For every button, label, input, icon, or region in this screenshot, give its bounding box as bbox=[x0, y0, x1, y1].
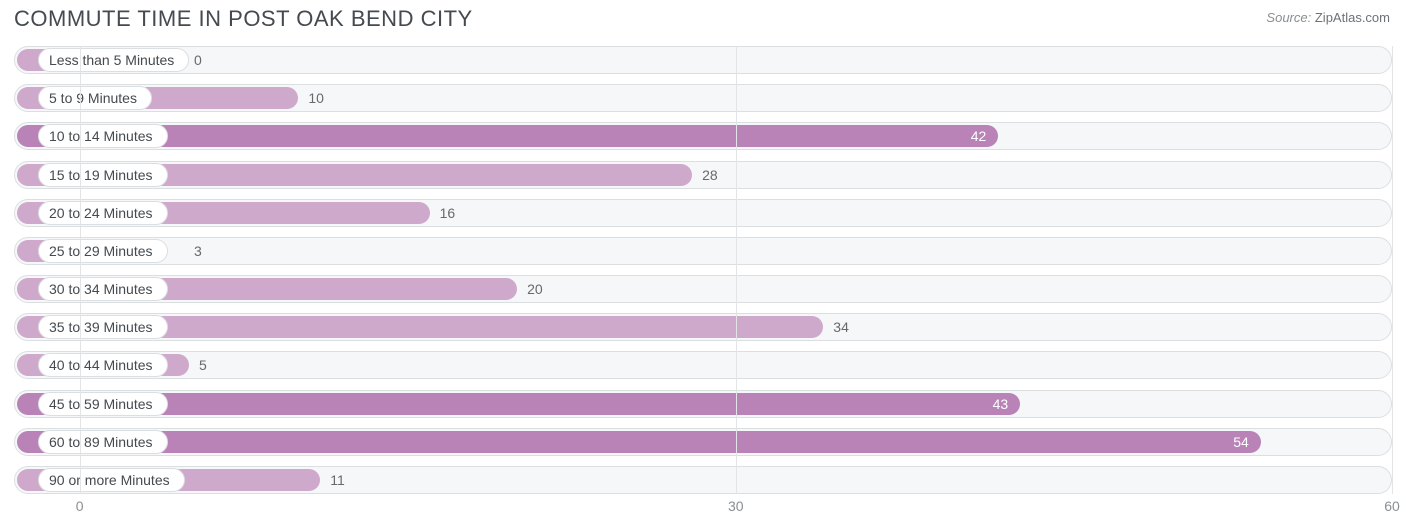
value-label: 54 bbox=[1233, 428, 1249, 456]
bar-track bbox=[14, 351, 1392, 379]
source-label: Source: bbox=[1266, 10, 1311, 25]
category-label: 35 to 39 Minutes bbox=[38, 315, 168, 339]
bar-row: 40 to 44 Minutes 5 bbox=[14, 351, 1392, 379]
bar-track bbox=[14, 46, 1392, 74]
bar-row: Less than 5 Minutes0 bbox=[14, 46, 1392, 74]
bar-row: 20 to 24 Minutes 16 bbox=[14, 199, 1392, 227]
x-axis-tick: 30 bbox=[728, 498, 744, 514]
bar-row: 35 to 39 Minutes 34 bbox=[14, 313, 1392, 341]
source-site: ZipAtlas.com bbox=[1315, 10, 1390, 25]
value-label: 0 bbox=[194, 46, 202, 74]
category-label: 60 to 89 Minutes bbox=[38, 430, 168, 454]
bar-row: 25 to 29 Minutes 3 bbox=[14, 237, 1392, 265]
value-label: 16 bbox=[440, 199, 456, 227]
category-label: 5 to 9 Minutes bbox=[38, 86, 152, 110]
category-label: 25 to 29 Minutes bbox=[38, 239, 168, 263]
x-axis: 03060 bbox=[14, 498, 1392, 518]
value-label: 28 bbox=[702, 161, 718, 189]
x-axis-tick: 60 bbox=[1384, 498, 1400, 514]
category-label: 90 or more Minutes bbox=[38, 468, 185, 492]
bar-row: 30 to 34 Minutes 20 bbox=[14, 275, 1392, 303]
category-label: 10 to 14 Minutes bbox=[38, 124, 168, 148]
bar-row: 15 to 19 Minutes 28 bbox=[14, 161, 1392, 189]
value-label: 43 bbox=[993, 390, 1009, 418]
plot-area: Less than 5 Minutes0 5 to 9 Minutes 10 10 t… bbox=[14, 46, 1392, 494]
x-axis-tick: 0 bbox=[76, 498, 84, 514]
bar-row: 90 or more Minutes 11 bbox=[14, 466, 1392, 494]
value-label: 10 bbox=[308, 84, 324, 112]
bar bbox=[17, 431, 1261, 453]
category-label: 45 to 59 Minutes bbox=[38, 392, 168, 416]
grid-line bbox=[736, 46, 737, 494]
value-label: 11 bbox=[330, 466, 345, 494]
category-label: Less than 5 Minutes bbox=[38, 48, 189, 72]
bar-row: 10 to 14 Minutes 42 bbox=[14, 122, 1392, 150]
bar-track bbox=[14, 237, 1392, 265]
bar-row: 45 to 59 Minutes 43 bbox=[14, 390, 1392, 418]
category-label: 20 to 24 Minutes bbox=[38, 201, 168, 225]
category-label: 15 to 19 Minutes bbox=[38, 163, 168, 187]
chart-container: COMMUTE TIME IN POST OAK BEND CITY Sourc… bbox=[0, 0, 1406, 524]
value-label: 42 bbox=[971, 122, 987, 150]
bar-row: 5 to 9 Minutes 10 bbox=[14, 84, 1392, 112]
grid-line bbox=[80, 46, 81, 494]
bar-rows: Less than 5 Minutes0 5 to 9 Minutes 10 10 t… bbox=[14, 46, 1392, 494]
value-label: 20 bbox=[527, 275, 543, 303]
value-label: 5 bbox=[199, 351, 207, 379]
grid-line bbox=[1392, 46, 1393, 494]
value-label: 34 bbox=[833, 313, 849, 341]
source-attribution: Source: ZipAtlas.com bbox=[1266, 10, 1390, 25]
value-label: 3 bbox=[194, 237, 202, 265]
category-label: 40 to 44 Minutes bbox=[38, 353, 168, 377]
bar-row: 60 to 89 Minutes 54 bbox=[14, 428, 1392, 456]
chart-title: COMMUTE TIME IN POST OAK BEND CITY bbox=[14, 6, 473, 32]
category-label: 30 to 34 Minutes bbox=[38, 277, 168, 301]
